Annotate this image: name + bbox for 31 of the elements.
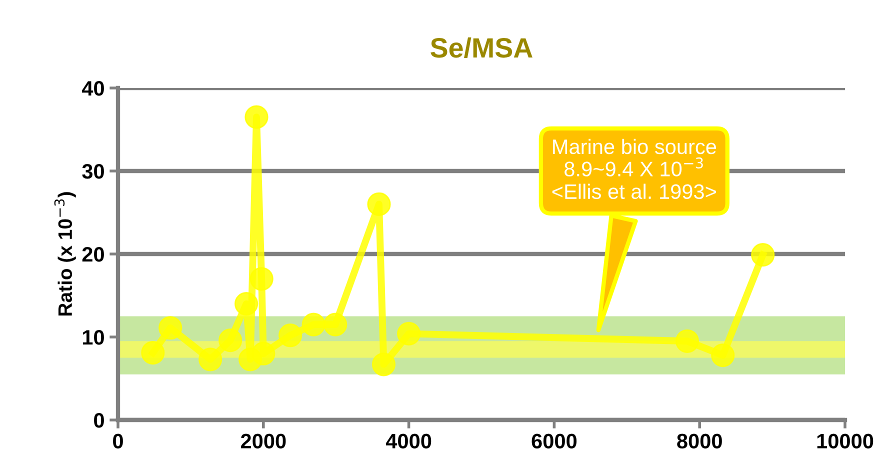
point xyxy=(141,340,165,365)
point xyxy=(234,292,258,316)
point xyxy=(244,105,268,129)
x-tick-label: 6000 xyxy=(532,434,577,448)
x-tick-label: 2000 xyxy=(240,434,286,448)
point xyxy=(675,329,700,353)
point xyxy=(751,243,775,267)
point xyxy=(324,312,348,336)
point xyxy=(711,343,735,368)
point xyxy=(250,267,274,291)
y-axis-title: Ratio (x 10$^{−3}$) xyxy=(54,192,76,316)
annotation: Marine bio source 8.9~9.4 X 10$^{−3}$ <Ellis et al. 1993> xyxy=(552,138,716,200)
x-tick-label: 10000 xyxy=(817,434,874,448)
point xyxy=(198,348,222,372)
point xyxy=(252,342,276,366)
y-tick-label: 10 xyxy=(82,330,104,345)
y-tick-label: 0 xyxy=(94,413,104,428)
x-tick-label: 8000 xyxy=(677,434,722,448)
point xyxy=(367,192,391,216)
x-tick-label: 0 xyxy=(113,434,123,448)
x-tick-label: 4000 xyxy=(386,434,432,448)
y-tick-label: 30 xyxy=(82,164,104,179)
chart-title: Se/MSA xyxy=(430,37,532,58)
point xyxy=(396,322,421,346)
y-tick-label: 20 xyxy=(82,247,104,262)
point xyxy=(302,312,326,336)
point xyxy=(278,324,302,348)
point xyxy=(158,316,182,340)
point xyxy=(372,352,396,376)
point xyxy=(218,328,242,352)
y-tick-label: 40 xyxy=(82,81,104,96)
